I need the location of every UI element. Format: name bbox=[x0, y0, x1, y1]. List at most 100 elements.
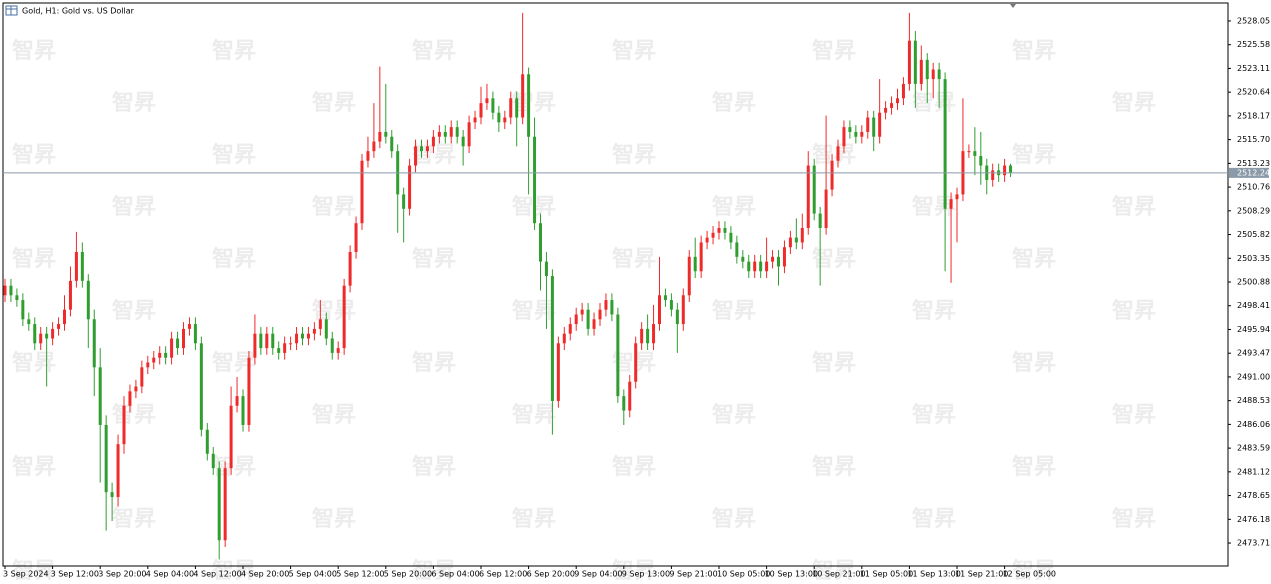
candle-body bbox=[616, 314, 620, 397]
candle-body bbox=[919, 59, 923, 84]
candle-body bbox=[384, 131, 388, 137]
candle-body bbox=[473, 117, 477, 123]
candle-body bbox=[217, 468, 221, 541]
candle-body bbox=[146, 362, 150, 368]
candle-body bbox=[86, 280, 90, 320]
candle-body bbox=[711, 232, 715, 238]
candle-body bbox=[967, 151, 971, 153]
candle-body bbox=[51, 328, 55, 339]
watermark: 智昇 bbox=[212, 246, 256, 272]
candle-body bbox=[777, 256, 780, 267]
candle-body bbox=[890, 103, 894, 108]
candle-body bbox=[658, 295, 661, 325]
watermark: 智昇 bbox=[812, 142, 856, 168]
watermark: 智昇 bbox=[612, 246, 656, 272]
y-tick-label: 2473.71 bbox=[1237, 539, 1270, 548]
candle-body bbox=[134, 386, 138, 392]
candle-body bbox=[568, 324, 572, 334]
x-tick-label: 6 Sep 20:00 bbox=[527, 570, 575, 579]
candle-body bbox=[907, 40, 911, 84]
watermark: 智昇 bbox=[212, 38, 256, 64]
x-tick-label: 11 Sep 05:00 bbox=[860, 570, 913, 579]
candle-body bbox=[580, 309, 584, 315]
candle-body bbox=[723, 228, 727, 233]
candle-body bbox=[866, 117, 870, 132]
watermark: 智昇 bbox=[612, 142, 656, 168]
watermark: 智昇 bbox=[1112, 194, 1156, 220]
candle-body bbox=[187, 324, 191, 329]
x-tick-label: 6 Sep 04:00 bbox=[431, 570, 479, 579]
candle-body bbox=[336, 348, 340, 353]
watermark: 智昇 bbox=[1012, 142, 1056, 168]
y-tick-label: 2508.29 bbox=[1237, 206, 1270, 215]
candle-body bbox=[33, 324, 37, 344]
candle-body bbox=[479, 103, 483, 118]
x-tick-label: 4 Sep 20:00 bbox=[241, 570, 289, 579]
watermark: 智昇 bbox=[412, 246, 456, 272]
candle-body bbox=[39, 333, 43, 344]
candle-body bbox=[556, 343, 560, 401]
candle-body bbox=[68, 280, 72, 310]
watermark: 智昇 bbox=[512, 506, 556, 532]
candle-body bbox=[729, 232, 733, 243]
candle-body bbox=[425, 146, 429, 152]
candle-body bbox=[259, 333, 263, 349]
x-tick-label: 11 Sep 13:00 bbox=[907, 570, 960, 579]
candle-body bbox=[199, 343, 203, 430]
candle-body bbox=[378, 131, 382, 142]
candle-body bbox=[759, 261, 763, 272]
x-tick-label: 10 Sep 13:00 bbox=[765, 570, 818, 579]
candle-body bbox=[420, 146, 423, 152]
watermark: 智昇 bbox=[912, 402, 956, 428]
candle-body bbox=[663, 295, 667, 301]
candle-body bbox=[669, 300, 673, 310]
watermark: 智昇 bbox=[912, 90, 956, 116]
candle-body bbox=[437, 131, 441, 137]
candle-body bbox=[818, 213, 822, 229]
y-tick-label: 2498.41 bbox=[1237, 301, 1270, 310]
candle-body bbox=[830, 160, 834, 190]
candle-body bbox=[610, 300, 614, 315]
watermark: 智昇 bbox=[412, 454, 456, 480]
candle-body bbox=[170, 338, 174, 358]
y-tick-label: 2478.65 bbox=[1237, 491, 1270, 500]
watermark: 智昇 bbox=[812, 246, 856, 272]
watermark: 智昇 bbox=[12, 142, 56, 168]
watermark: 智昇 bbox=[1112, 402, 1156, 428]
watermark: 智昇 bbox=[912, 298, 956, 324]
candle-body bbox=[312, 328, 316, 334]
y-tick-label: 2525.58 bbox=[1237, 40, 1270, 49]
candle-body bbox=[521, 74, 525, 118]
candle-body bbox=[503, 117, 507, 123]
x-tick-label: 3 Sep 2024 bbox=[3, 570, 49, 579]
candle-body bbox=[604, 300, 608, 310]
candle-body bbox=[1009, 165, 1013, 173]
candle-body bbox=[301, 333, 304, 339]
y-tick-label: 2483.59 bbox=[1237, 444, 1270, 453]
y-tick-label: 2481.12 bbox=[1237, 467, 1270, 476]
candle-body bbox=[342, 285, 346, 349]
candle-body bbox=[306, 333, 310, 339]
candle-body bbox=[3, 285, 7, 296]
candle-body bbox=[550, 276, 554, 401]
candle-body bbox=[747, 261, 751, 272]
candle-body bbox=[622, 396, 626, 411]
watermark: 智昇 bbox=[912, 506, 956, 532]
candle-body bbox=[253, 333, 257, 358]
candle-body bbox=[937, 69, 941, 80]
candle-body bbox=[235, 396, 239, 406]
candle-body bbox=[705, 237, 709, 243]
candle-body bbox=[574, 314, 578, 325]
candle-body bbox=[913, 40, 917, 84]
watermark: 智昇 bbox=[412, 38, 456, 64]
candle-body bbox=[991, 170, 995, 180]
candle-body bbox=[467, 122, 471, 147]
candle-body bbox=[128, 391, 132, 406]
candle-body bbox=[140, 367, 144, 387]
candle-body bbox=[586, 309, 590, 329]
candle-body bbox=[806, 165, 810, 229]
candle-body bbox=[45, 333, 49, 339]
candle-body bbox=[753, 261, 757, 272]
